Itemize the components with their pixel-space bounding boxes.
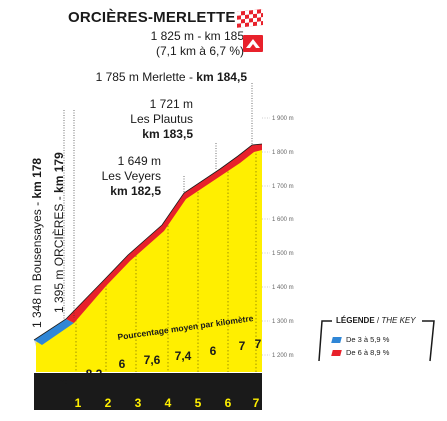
km-marker: 1 [75,396,82,410]
altitude-label: 1 600 m [272,217,294,223]
altitude-label: 1 200 m [272,353,294,359]
gradient-value: 7 [255,337,262,351]
altitude-ticks [262,117,270,356]
waypoint-merlette: 1 785 m Merlette - km 184,5 [96,70,247,84]
waypoint-merlette-km: km 184,5 [196,70,247,84]
slope-band-blue [34,319,74,345]
waypoint-veyers-alt: 1 649 m [117,154,161,168]
profile-base [34,373,262,410]
altitude-label: 1 800 m [272,150,294,156]
waypoint-plautus: 1 721 m Les Plautus km 183,5 [130,97,193,142]
km-marker: 5 [195,396,202,410]
gradient-value: 7 [239,339,246,353]
altitude-label: 1 300 m [272,319,294,325]
waypoint-merlette-label: 1 785 m Merlette - [95,70,197,84]
vertical-label-bousensayes-text: 1 348 m Bousensayes - [30,198,44,328]
altitude-label: 1 400 m [272,285,294,291]
waypoint-veyers: 1 649 m Les Veyers km 182,5 [102,154,161,199]
km-gridlines [75,150,257,372]
legend-swatch-blue [331,337,342,344]
km-markers: 1 2 3 4 5 6 7 [75,396,260,410]
summit-altitude: 1 825 m - km 185 [150,29,244,43]
gradient-value: 7,4 [175,349,192,363]
vertical-label-bousensayes: 1 348 m Bousensayes - km 178 [30,158,44,328]
legend-title-fr: LÉGENDE [336,316,375,325]
altitude-label: 1 500 m [272,251,294,257]
km-marker: 6 [225,396,232,410]
waypoint-veyers-name: Les Veyers [101,169,161,183]
km-marker: 7 [253,396,260,410]
legend-title: LÉGENDE / THE KEY [336,316,416,325]
legend-item-label: De 3 à 5,9 % [346,335,390,344]
legend-item-label: De 6 à 8,9 % [346,348,390,357]
legend-item-red: De 6 à 8,9 % [331,348,390,357]
km-marker: 4 [165,396,172,410]
legend-swatch-red [331,350,342,357]
checkered-flag-icon [237,9,263,28]
legend-item-blue: De 3 à 5,9 % [331,335,390,344]
slope-band-red [66,144,262,323]
vertical-label-bousensayes-km: km 178 [30,157,44,199]
vertical-label-orcieres: 1 395 m ORCIÈRES - km 179 [52,152,66,313]
waypoint-plautus-km: km 183,5 [142,127,193,141]
gradient-value: 8,2 [86,367,103,381]
vertical-label-orcieres-km: km 179 [52,152,66,193]
gradient-value: 6 [119,357,126,371]
km-marker: 3 [135,396,142,410]
gradient-value: 5,4 [58,371,75,385]
waypoint-plautus-alt: 1 721 m [149,97,193,111]
gradient-value: 6 [210,344,217,358]
slope-band-edge [33,143,263,341]
altitude-label: 1 900 m [272,116,294,122]
waypoint-leaders [63,83,253,320]
legend-frame [318,320,435,362]
summit-climb: (7,1 km à 6,7 %) [155,44,244,58]
gradient-value: 7,6 [144,353,161,367]
altitude-label: 1 700 m [272,184,294,190]
altitude-scale: 1 900 m 1 800 m 1 700 m 1 600 m 1 500 m … [272,116,294,359]
km-marker: 2 [105,396,112,410]
summit-name: ORCIÈRES-MERLETTE [68,9,236,26]
gradient-values: 5,4 8,2 6 7,6 7,4 6 7 7 [58,337,262,385]
mountain-sign-icon [243,35,263,52]
profile-fill [36,148,262,372]
vertical-label-orcieres-text: 1 395 m ORCIÈRES - [52,192,66,313]
legend-title-en: THE KEY [381,316,416,325]
waypoint-plautus-name: Les Plautus [130,112,193,126]
waypoint-veyers-km: km 182,5 [110,184,161,198]
legend: LÉGENDE / THE KEY De 3 à 5,9 % De 6 à 8,… [318,316,436,364]
